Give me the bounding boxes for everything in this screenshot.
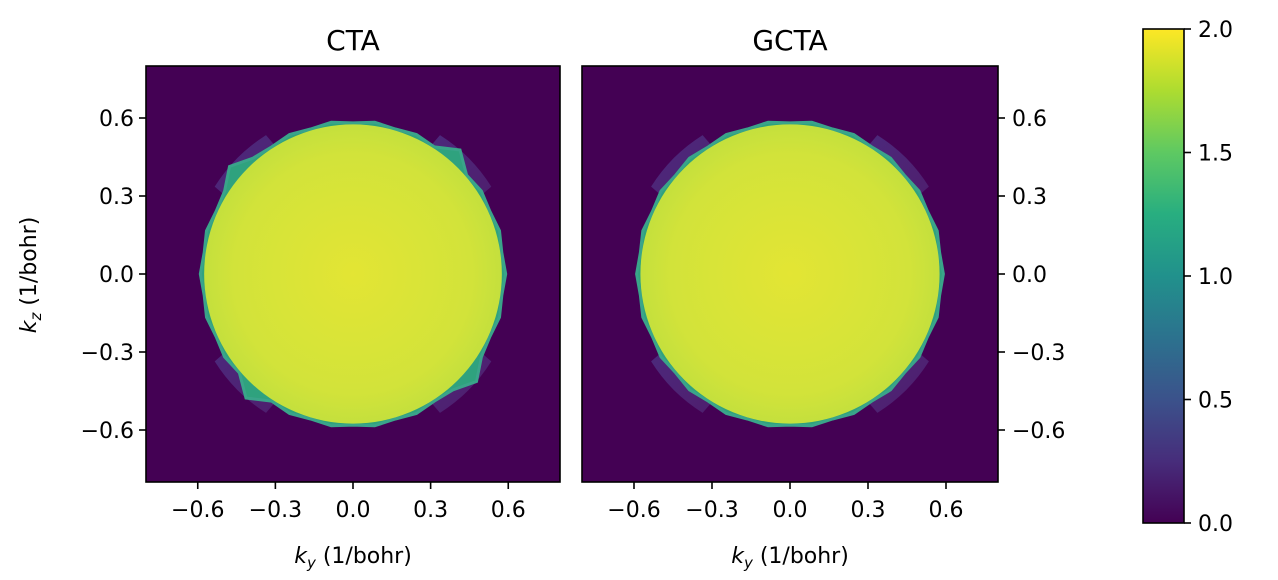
- gcta-y-tick-label: −0.3: [1012, 341, 1065, 366]
- gcta-y-tick-label: −0.6: [1012, 419, 1065, 444]
- gcta-panel: GCTA −0.6 −0.3 0.0 0.3 0.6 0.60.30.0−0.3−0.6…: [581, 24, 1065, 572]
- colorbar-tick-label: 0.5: [1198, 389, 1233, 414]
- colorbar-ticks: 0.0 0.5 1.0 1.5 2.0: [1184, 18, 1233, 537]
- gcta-x-tick-label: 0.6: [929, 498, 964, 523]
- cta-x-tick-label: 0.3: [413, 498, 448, 523]
- gcta-x-tick-label: −0.3: [685, 498, 738, 523]
- gcta-y-tick-label: 0.0: [1012, 263, 1047, 288]
- cta-central-disk: [198, 120, 508, 428]
- cta-panel: CTA −0.6 −0.3 0.0 0.3 0.6 0.60.30.0−0.3−0.6 …: [17, 24, 561, 572]
- cta-y-tick-label: 0.6: [99, 107, 134, 132]
- gcta-disk-fill: [640, 124, 940, 424]
- gcta-x-tick-label: 0.3: [851, 498, 886, 523]
- gcta-x-ticks: −0.6 −0.3 0.0 0.3 0.6: [607, 482, 964, 523]
- gcta-title: GCTA: [752, 24, 827, 57]
- colorbar-fill: [1143, 29, 1184, 523]
- cta-title: CTA: [326, 24, 380, 57]
- cta-y-tick-label: 0.0: [99, 263, 134, 288]
- cta-disk-fill: [204, 124, 502, 424]
- cta-x-axis-label: ky (1/bohr): [294, 544, 412, 572]
- cta-y-tick-label: −0.3: [81, 341, 134, 366]
- colorbar: 0.0 0.5 1.0 1.5 2.0: [1142, 18, 1233, 537]
- colorbar-tick-label: 0.0: [1198, 512, 1233, 537]
- cta-y-tick-label: −0.6: [81, 419, 134, 444]
- cta-x-ticks: −0.6 −0.3 0.0 0.3 0.6: [171, 482, 526, 523]
- cta-x-tick-label: 0.6: [491, 498, 526, 523]
- cta-y-ticks: 0.6 0.3 0.0 −0.3 −0.6: [81, 107, 146, 444]
- gcta-y-ticks: 0.6 0.3 0.0 −0.3 −0.6: [998, 107, 1065, 444]
- cta-x-tick-label: −0.3: [249, 498, 302, 523]
- colorbar-tick-label: 2.0: [1198, 18, 1233, 43]
- cta-x-tick-label: −0.6: [171, 498, 224, 523]
- gcta-x-tick-label: −0.6: [607, 498, 660, 523]
- colorbar-tick-label: 1.0: [1198, 265, 1233, 290]
- gcta-y-tick-label: 0.6: [1012, 107, 1047, 132]
- gcta-x-axis-label: ky (1/bohr): [731, 544, 849, 572]
- gcta-central-disk: [635, 120, 945, 428]
- cta-x-tick-label: 0.0: [336, 498, 371, 523]
- cta-y-axis-label: kz (1/bohr): [17, 217, 45, 334]
- gcta-y-tick-label: 0.3: [1012, 185, 1047, 210]
- colorbar-tick-label: 1.5: [1198, 142, 1233, 167]
- gcta-x-tick-label: 0.0: [773, 498, 808, 523]
- cta-y-tick-label: 0.3: [99, 185, 134, 210]
